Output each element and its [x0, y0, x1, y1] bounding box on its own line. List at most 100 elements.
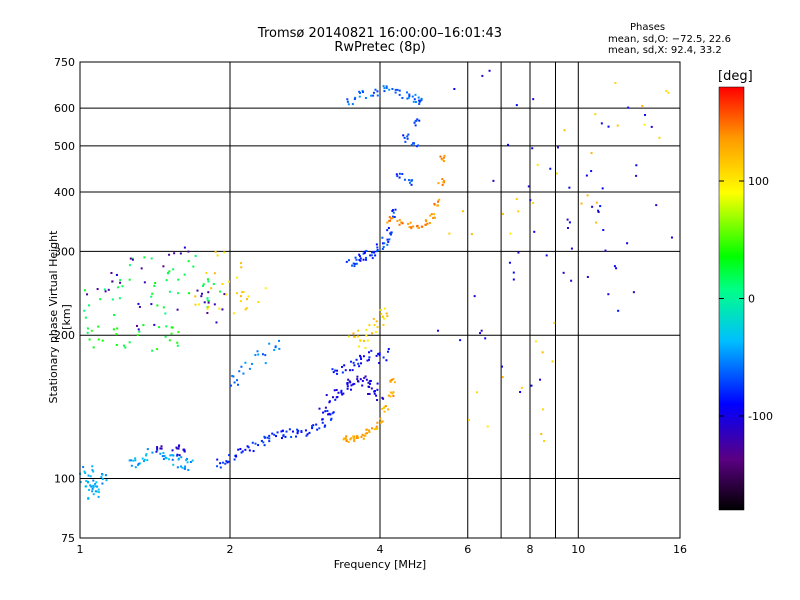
- echo-point: [163, 454, 166, 457]
- echo-point: [241, 450, 244, 453]
- echo-point: [441, 178, 444, 181]
- echo-point: [430, 213, 433, 216]
- echo-point: [381, 247, 384, 250]
- echo-point: [396, 175, 399, 178]
- echo-point: [382, 317, 385, 320]
- echo-point: [284, 435, 287, 438]
- echo-point: [239, 300, 242, 303]
- echo-point: [643, 123, 646, 126]
- echo-point: [228, 454, 231, 457]
- echo-point: [92, 493, 95, 496]
- echo-point: [305, 434, 308, 437]
- echo-point: [384, 405, 387, 408]
- echo-point: [350, 388, 353, 391]
- echo-point: [391, 217, 394, 220]
- echo-point: [146, 448, 149, 451]
- echo-point: [281, 429, 284, 432]
- echo-point: [414, 120, 417, 123]
- echo-point: [590, 170, 593, 173]
- echo-point: [244, 448, 247, 451]
- echo-point: [231, 374, 234, 377]
- echo-point: [160, 447, 163, 450]
- echo-point: [401, 96, 404, 99]
- echo-point: [159, 447, 162, 450]
- echo-point: [391, 209, 394, 212]
- echo-point: [383, 410, 386, 413]
- echo-point: [177, 447, 180, 450]
- echo-point: [351, 103, 354, 106]
- echo-point: [428, 222, 431, 225]
- echo-point: [247, 446, 250, 449]
- echo-point: [368, 358, 371, 361]
- echo-point: [138, 330, 141, 333]
- echo-point: [351, 264, 354, 267]
- echo-point: [381, 420, 384, 423]
- echo-point: [475, 391, 478, 394]
- echo-point: [382, 323, 385, 326]
- echo-point: [240, 291, 243, 294]
- echo-point: [221, 282, 224, 285]
- echo-point: [91, 487, 94, 490]
- echo-point: [364, 375, 367, 378]
- echo-point: [187, 468, 190, 471]
- echo-point: [121, 285, 124, 288]
- echo-point: [356, 335, 359, 338]
- echo-point: [388, 88, 391, 91]
- echo-point: [387, 227, 390, 230]
- echo-point: [429, 214, 432, 217]
- echo-point: [357, 362, 360, 365]
- echo-point: [216, 458, 219, 461]
- echo-point: [601, 187, 604, 190]
- echo-point: [352, 262, 355, 265]
- echo-point: [160, 445, 163, 448]
- echo-point: [236, 276, 239, 279]
- echo-point: [151, 349, 154, 352]
- echo-point: [602, 229, 605, 232]
- echo-point: [176, 466, 179, 469]
- echo-point: [398, 218, 401, 221]
- echo-point: [368, 392, 371, 395]
- echo-point: [94, 482, 97, 485]
- echo-point: [585, 174, 588, 177]
- echo-point: [331, 412, 334, 415]
- echo-point: [321, 421, 324, 424]
- echo-point: [420, 97, 423, 100]
- echo-point: [347, 103, 350, 106]
- chart-subtitle: RwPretec (8p): [334, 40, 426, 55]
- echo-point: [296, 428, 299, 431]
- echo-point: [131, 257, 134, 260]
- echo-point: [420, 99, 423, 102]
- echo-point: [364, 346, 367, 349]
- echo-point: [433, 202, 436, 205]
- echo-point: [172, 463, 175, 466]
- echo-point: [600, 122, 603, 125]
- echo-point: [635, 164, 638, 167]
- colorbar-tick-label: 0: [748, 293, 755, 306]
- echo-point: [375, 250, 378, 253]
- echo-point: [213, 272, 216, 275]
- echo-point: [386, 315, 389, 318]
- echo-point: [351, 369, 354, 372]
- echo-point: [278, 339, 281, 342]
- echo-point: [433, 216, 436, 219]
- echo-point: [83, 470, 86, 473]
- echo-point: [348, 369, 351, 372]
- echo-point: [541, 408, 544, 411]
- echo-point: [355, 436, 358, 439]
- echo-point: [398, 172, 401, 175]
- echo-point: [86, 327, 89, 330]
- x-tick-label: 2: [227, 543, 234, 556]
- echo-point: [350, 437, 353, 440]
- echo-point: [459, 339, 462, 342]
- echo-point: [376, 382, 379, 385]
- echo-point: [424, 223, 427, 226]
- echo-point: [324, 424, 327, 427]
- echo-point: [295, 435, 298, 438]
- echo-point: [192, 265, 195, 268]
- echo-point: [387, 394, 390, 397]
- echo-point: [194, 295, 197, 298]
- echo-point: [200, 295, 203, 298]
- echo-point: [386, 350, 389, 353]
- echo-point: [517, 251, 520, 254]
- echo-point: [235, 292, 238, 295]
